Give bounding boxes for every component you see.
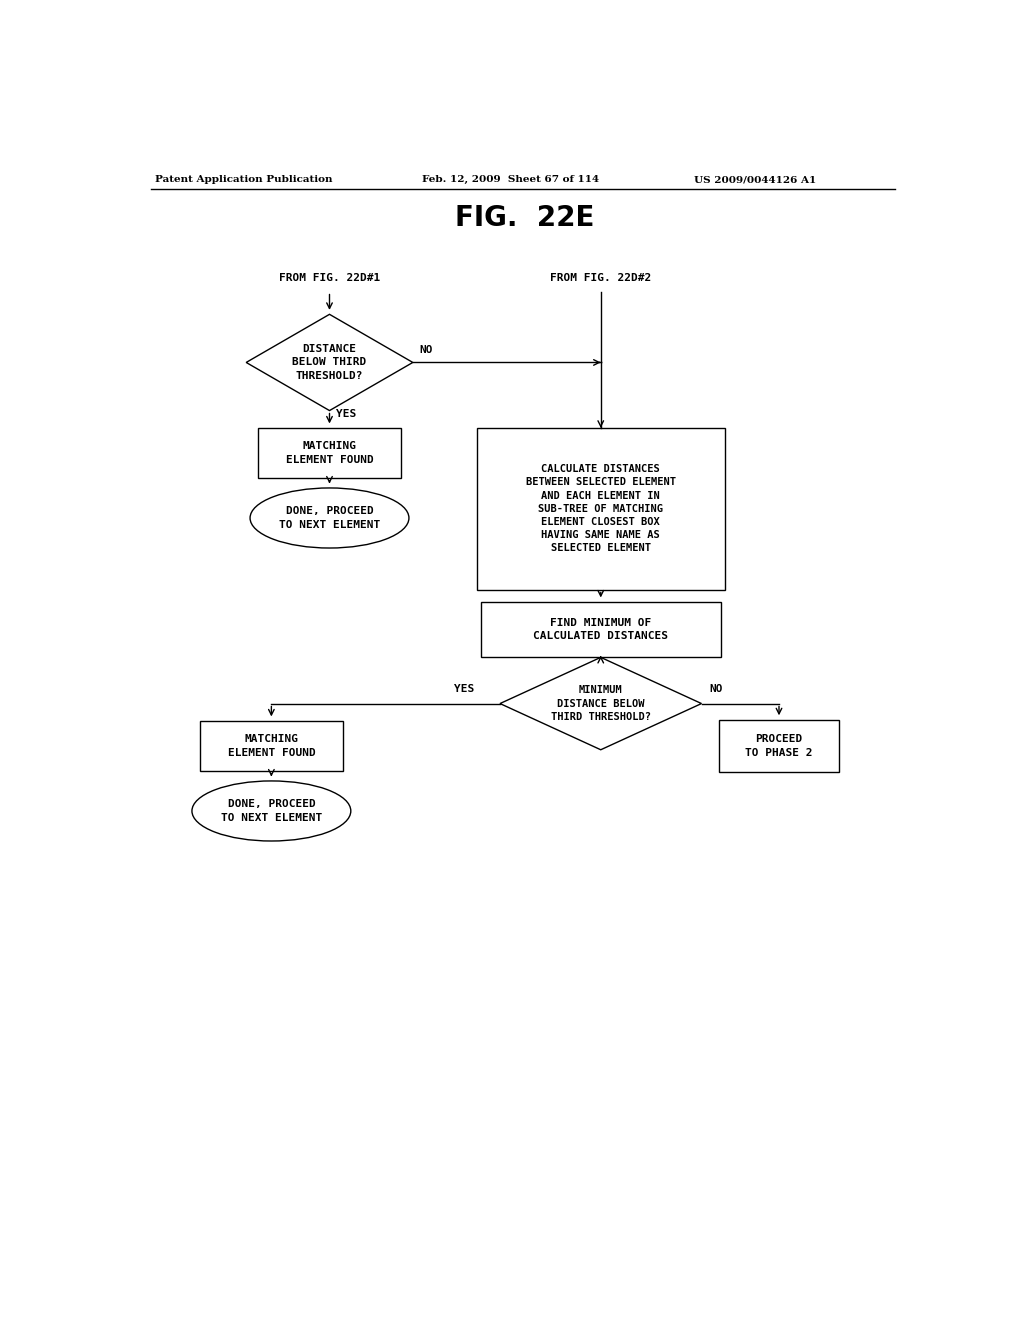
Text: YES: YES — [454, 684, 474, 694]
Bar — [480, 602, 721, 657]
Text: YES: YES — [336, 409, 356, 418]
Text: Patent Application Publication: Patent Application Publication — [155, 176, 333, 185]
Text: NO: NO — [710, 684, 723, 694]
Bar — [258, 428, 401, 478]
Text: Feb. 12, 2009  Sheet 67 of 114: Feb. 12, 2009 Sheet 67 of 114 — [423, 176, 600, 185]
Bar — [477, 428, 725, 590]
Text: US 2009/0044126 A1: US 2009/0044126 A1 — [693, 176, 816, 185]
Text: NO: NO — [419, 346, 432, 355]
Text: DONE, PROCEED
TO NEXT ELEMENT: DONE, PROCEED TO NEXT ELEMENT — [221, 800, 322, 822]
Text: MATCHING
ELEMENT FOUND: MATCHING ELEMENT FOUND — [286, 441, 374, 465]
Text: CALCULATE DISTANCES
BETWEEN SELECTED ELEMENT
AND EACH ELEMENT IN
SUB-TREE OF MAT: CALCULATE DISTANCES BETWEEN SELECTED ELE… — [525, 465, 676, 553]
Bar — [719, 719, 839, 772]
Text: FROM FIG. 22D#2: FROM FIG. 22D#2 — [550, 273, 651, 282]
Text: FIND MINIMUM OF
CALCULATED DISTANCES: FIND MINIMUM OF CALCULATED DISTANCES — [534, 618, 669, 642]
Text: DISTANCE
BELOW THIRD
THRESHOLD?: DISTANCE BELOW THIRD THRESHOLD? — [293, 345, 367, 380]
Text: MINIMUM
DISTANCE BELOW
THIRD THRESHOLD?: MINIMUM DISTANCE BELOW THIRD THRESHOLD? — [551, 685, 650, 722]
Text: PROCEED
TO PHASE 2: PROCEED TO PHASE 2 — [745, 734, 813, 758]
Text: FIG.  22E: FIG. 22E — [455, 205, 595, 232]
Text: MATCHING
ELEMENT FOUND: MATCHING ELEMENT FOUND — [227, 734, 315, 758]
Bar — [200, 721, 343, 771]
Text: DONE, PROCEED
TO NEXT ELEMENT: DONE, PROCEED TO NEXT ELEMENT — [279, 507, 380, 529]
Text: FROM FIG. 22D#1: FROM FIG. 22D#1 — [279, 273, 380, 282]
